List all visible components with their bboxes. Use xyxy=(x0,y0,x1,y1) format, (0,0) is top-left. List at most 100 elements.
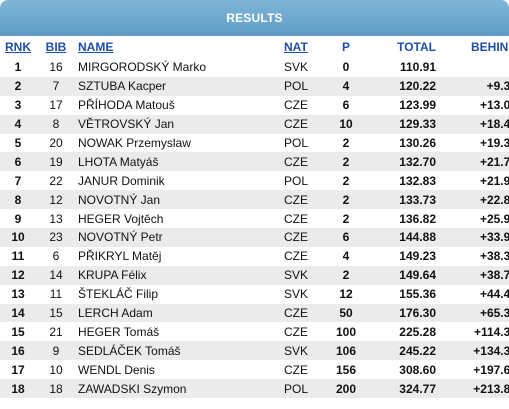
penalty-cell: 2 xyxy=(326,265,366,285)
bib-cell: 16 xyxy=(36,58,76,77)
bib-cell: 10 xyxy=(36,360,76,380)
bib-cell: 18 xyxy=(36,379,76,399)
rank-cell: 8 xyxy=(0,190,36,210)
athlete-name-cell: HEGER Vojtěch xyxy=(76,209,284,229)
column-header-name[interactable]: NAME xyxy=(78,40,114,54)
total-cell: 110.91 xyxy=(366,58,442,77)
total-cell: 132.83 xyxy=(366,171,442,191)
athlete-name-cell: NOVOTNÝ Petr xyxy=(76,228,284,247)
penalty-cell: 2 xyxy=(326,152,366,172)
behind-cell: +21.92 xyxy=(442,171,509,191)
column-header-nat[interactable]: NAT xyxy=(284,40,308,54)
rank-cell: 1 xyxy=(0,58,36,77)
column-header-bib[interactable]: BIB xyxy=(45,40,67,54)
nation-cell: POL xyxy=(284,171,326,191)
table-row: 1 16 MIRGORODSKÝ Marko SVK 0 110.91 xyxy=(0,58,509,77)
behind-cell xyxy=(442,58,509,77)
nation-cell: SVK xyxy=(284,284,326,304)
total-cell: 149.23 xyxy=(366,246,442,266)
behind-cell: +65.39 xyxy=(442,303,509,323)
penalty-cell: 200 xyxy=(326,379,366,399)
bib-cell: 22 xyxy=(36,171,76,191)
column-header-p: P xyxy=(341,40,350,54)
total-cell: 120.22 xyxy=(366,76,442,96)
behind-cell: +9.31 xyxy=(442,76,509,96)
total-cell: 176.30 xyxy=(366,303,442,323)
behind-cell: +197.69 xyxy=(442,360,509,380)
penalty-cell: 156 xyxy=(326,360,366,380)
rank-cell: 13 xyxy=(0,284,36,304)
penalty-cell: 0 xyxy=(326,58,366,77)
nation-cell: CZE xyxy=(284,95,326,115)
column-header-total: TOTAL xyxy=(397,40,436,54)
rank-cell: 10 xyxy=(0,228,36,247)
athlete-name-cell: KRUPA Félix xyxy=(76,265,284,285)
rank-cell: 12 xyxy=(0,265,36,285)
bib-cell: 20 xyxy=(36,133,76,153)
rank-cell: 7 xyxy=(0,171,36,191)
athlete-name-cell: JANUR Dominik xyxy=(76,171,284,191)
penalty-cell: 2 xyxy=(326,209,366,229)
bib-cell: 9 xyxy=(36,341,76,361)
rank-cell: 16 xyxy=(0,341,36,361)
behind-cell: +18.42 xyxy=(442,114,509,134)
total-cell: 133.73 xyxy=(366,190,442,210)
behind-cell: +33.97 xyxy=(442,228,509,247)
athlete-name-cell: MIRGORODSKÝ Marko xyxy=(76,58,284,77)
total-cell: 245.22 xyxy=(366,341,442,361)
bib-cell: 8 xyxy=(36,114,76,134)
rank-cell: 2 xyxy=(0,76,36,96)
bib-cell: 14 xyxy=(36,265,76,285)
nation-cell: CZE xyxy=(284,360,326,380)
column-header-rnk[interactable]: RNK xyxy=(5,40,31,54)
nation-cell: CZE xyxy=(284,190,326,210)
nation-cell: SVK xyxy=(284,58,326,77)
total-cell: 132.70 xyxy=(366,152,442,172)
total-cell: 324.77 xyxy=(366,379,442,399)
penalty-cell: 2 xyxy=(326,190,366,210)
nation-cell: SVK xyxy=(284,265,326,285)
bib-cell: 7 xyxy=(36,76,76,96)
behind-cell: +44.45 xyxy=(442,284,509,304)
total-cell: 155.36 xyxy=(366,284,442,304)
behind-cell: +38.73 xyxy=(442,265,509,285)
behind-cell: +22.82 xyxy=(442,190,509,210)
bib-cell: 17 xyxy=(36,95,76,115)
column-header-behind: BEHIND xyxy=(470,40,509,54)
penalty-cell: 100 xyxy=(326,322,366,342)
bib-cell: 21 xyxy=(36,322,76,342)
penalty-cell: 10 xyxy=(326,114,366,134)
penalty-cell: 4 xyxy=(326,76,366,96)
behind-cell: +21.79 xyxy=(442,152,509,172)
athlete-name-cell: LERCH Adam xyxy=(76,303,284,323)
athlete-name-cell: ZAWADSKI Szymon xyxy=(76,379,284,399)
behind-cell: +38.32 xyxy=(442,246,509,266)
nation-cell: POL xyxy=(284,379,326,399)
penalty-cell: 6 xyxy=(326,95,366,115)
nation-cell: CZE xyxy=(284,246,326,266)
bib-cell: 13 xyxy=(36,209,76,229)
rank-cell: 15 xyxy=(0,322,36,342)
penalty-cell: 2 xyxy=(326,133,366,153)
total-cell: 123.99 xyxy=(366,95,442,115)
athlete-name-cell: VĚTROVSKÝ Jan xyxy=(76,114,284,134)
nation-cell: CZE xyxy=(284,114,326,134)
behind-cell: +13.08 xyxy=(442,95,509,115)
rank-cell: 17 xyxy=(0,360,36,380)
penalty-cell: 2 xyxy=(326,171,366,191)
rank-cell: 5 xyxy=(0,133,36,153)
penalty-cell: 12 xyxy=(326,284,366,304)
bib-cell: 15 xyxy=(36,303,76,323)
